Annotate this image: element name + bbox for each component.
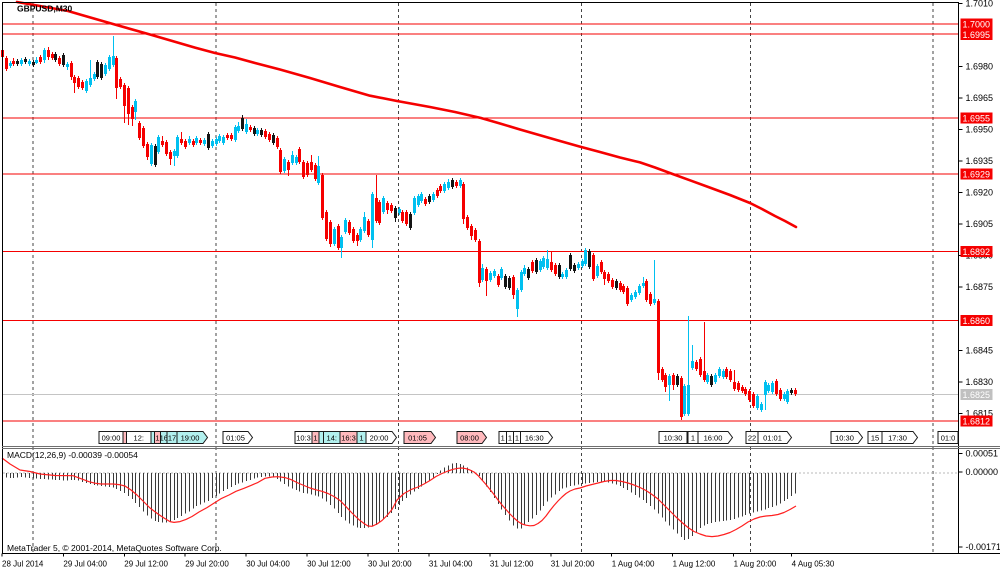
svg-text:10:3: 10:3 — [296, 434, 311, 443]
svg-text:MACD(12,26,9) -0.00039 -0.0005: MACD(12,26,9) -0.00039 -0.00054 — [7, 450, 138, 460]
svg-text:1: 1 — [691, 434, 695, 443]
svg-text:17:30: 17:30 — [888, 434, 907, 443]
svg-text:GBPUSD,M30: GBPUSD,M30 — [17, 4, 73, 14]
svg-text:1.6950: 1.6950 — [966, 125, 994, 135]
svg-text:16:00: 16:00 — [704, 434, 723, 443]
svg-text:1.6825: 1.6825 — [963, 390, 991, 400]
svg-text:17: 17 — [168, 434, 176, 443]
svg-text:16:3: 16:3 — [341, 434, 356, 443]
svg-text:30 Jul 04:00: 30 Jul 04:00 — [246, 560, 290, 569]
svg-text:1.6935: 1.6935 — [966, 156, 994, 166]
svg-text:01:05: 01:05 — [226, 434, 245, 443]
svg-text:1 Aug 12:00: 1 Aug 12:00 — [673, 560, 716, 569]
svg-text:09:00: 09:00 — [102, 434, 121, 443]
svg-text:16: 16 — [160, 434, 168, 443]
svg-text:1: 1 — [359, 434, 363, 443]
svg-text:1.6815: 1.6815 — [966, 409, 994, 419]
svg-text:08:00: 08:00 — [460, 434, 479, 443]
svg-text:0.00000: 0.00000 — [966, 467, 999, 477]
svg-text:19:00: 19:00 — [181, 434, 200, 443]
svg-text:29 Jul 12:00: 29 Jul 12:00 — [124, 560, 168, 569]
svg-text:28 Jul 2014: 28 Jul 2014 — [2, 560, 44, 569]
svg-text:4 Aug 05:30: 4 Aug 05:30 — [792, 560, 835, 569]
svg-text:1.7010: 1.7010 — [966, 0, 994, 9]
svg-text:1: 1 — [508, 434, 512, 443]
svg-text:31 Jul 04:00: 31 Jul 04:00 — [429, 560, 473, 569]
svg-text:22: 22 — [748, 434, 756, 443]
svg-text:29 Jul 04:00: 29 Jul 04:00 — [63, 560, 107, 569]
svg-text:1: 1 — [501, 434, 505, 443]
svg-text:10:30: 10:30 — [664, 434, 683, 443]
svg-text:1: 1 — [313, 434, 317, 443]
svg-text:MetaTrader 5, © 2001-2014, Met: MetaTrader 5, © 2001-2014, MetaQuotes So… — [7, 543, 222, 553]
svg-text:1.6812: 1.6812 — [963, 417, 991, 427]
svg-text:01:05: 01:05 — [408, 434, 427, 443]
svg-text:1 Aug 04:00: 1 Aug 04:00 — [612, 560, 655, 569]
svg-text:1.6860: 1.6860 — [963, 316, 991, 326]
svg-text:1.6965: 1.6965 — [966, 93, 994, 103]
svg-text:10:30: 10:30 — [835, 434, 854, 443]
svg-text:31 Jul 12:00: 31 Jul 12:00 — [490, 560, 534, 569]
svg-text:14:: 14: — [327, 434, 337, 443]
svg-text:12:: 12: — [134, 434, 144, 443]
svg-text:-0.00171: -0.00171 — [966, 542, 1000, 552]
svg-text:1: 1 — [155, 434, 159, 443]
svg-text:0.00051: 0.00051 — [966, 449, 999, 459]
svg-text:29 Jul 20:00: 29 Jul 20:00 — [185, 560, 229, 569]
svg-text:16:30: 16:30 — [525, 434, 544, 443]
svg-text:1.6920: 1.6920 — [966, 188, 994, 198]
svg-text:1.7000: 1.7000 — [963, 20, 991, 30]
svg-text:20:00: 20:00 — [370, 434, 389, 443]
svg-text:1.6892: 1.6892 — [963, 247, 991, 257]
svg-text:1.6995: 1.6995 — [963, 30, 991, 40]
svg-text:1.6875: 1.6875 — [966, 282, 994, 292]
svg-text:1: 1 — [515, 434, 519, 443]
svg-text:1.6955: 1.6955 — [963, 114, 991, 124]
svg-text:1.6905: 1.6905 — [966, 219, 994, 229]
svg-text:31 Jul 20:00: 31 Jul 20:00 — [551, 560, 595, 569]
svg-text:1.6845: 1.6845 — [966, 346, 994, 356]
svg-text:01:01: 01:01 — [763, 434, 782, 443]
svg-text:1 Aug 20:00: 1 Aug 20:00 — [734, 560, 777, 569]
svg-text:15: 15 — [871, 434, 879, 443]
svg-text:1.6980: 1.6980 — [966, 62, 994, 72]
svg-text:30 Jul 12:00: 30 Jul 12:00 — [307, 560, 351, 569]
svg-text:1.6929: 1.6929 — [963, 170, 991, 180]
svg-text:01:0: 01:0 — [941, 434, 956, 443]
svg-text:30 Jul 20:00: 30 Jul 20:00 — [368, 560, 412, 569]
svg-text:1.6830: 1.6830 — [966, 377, 994, 387]
